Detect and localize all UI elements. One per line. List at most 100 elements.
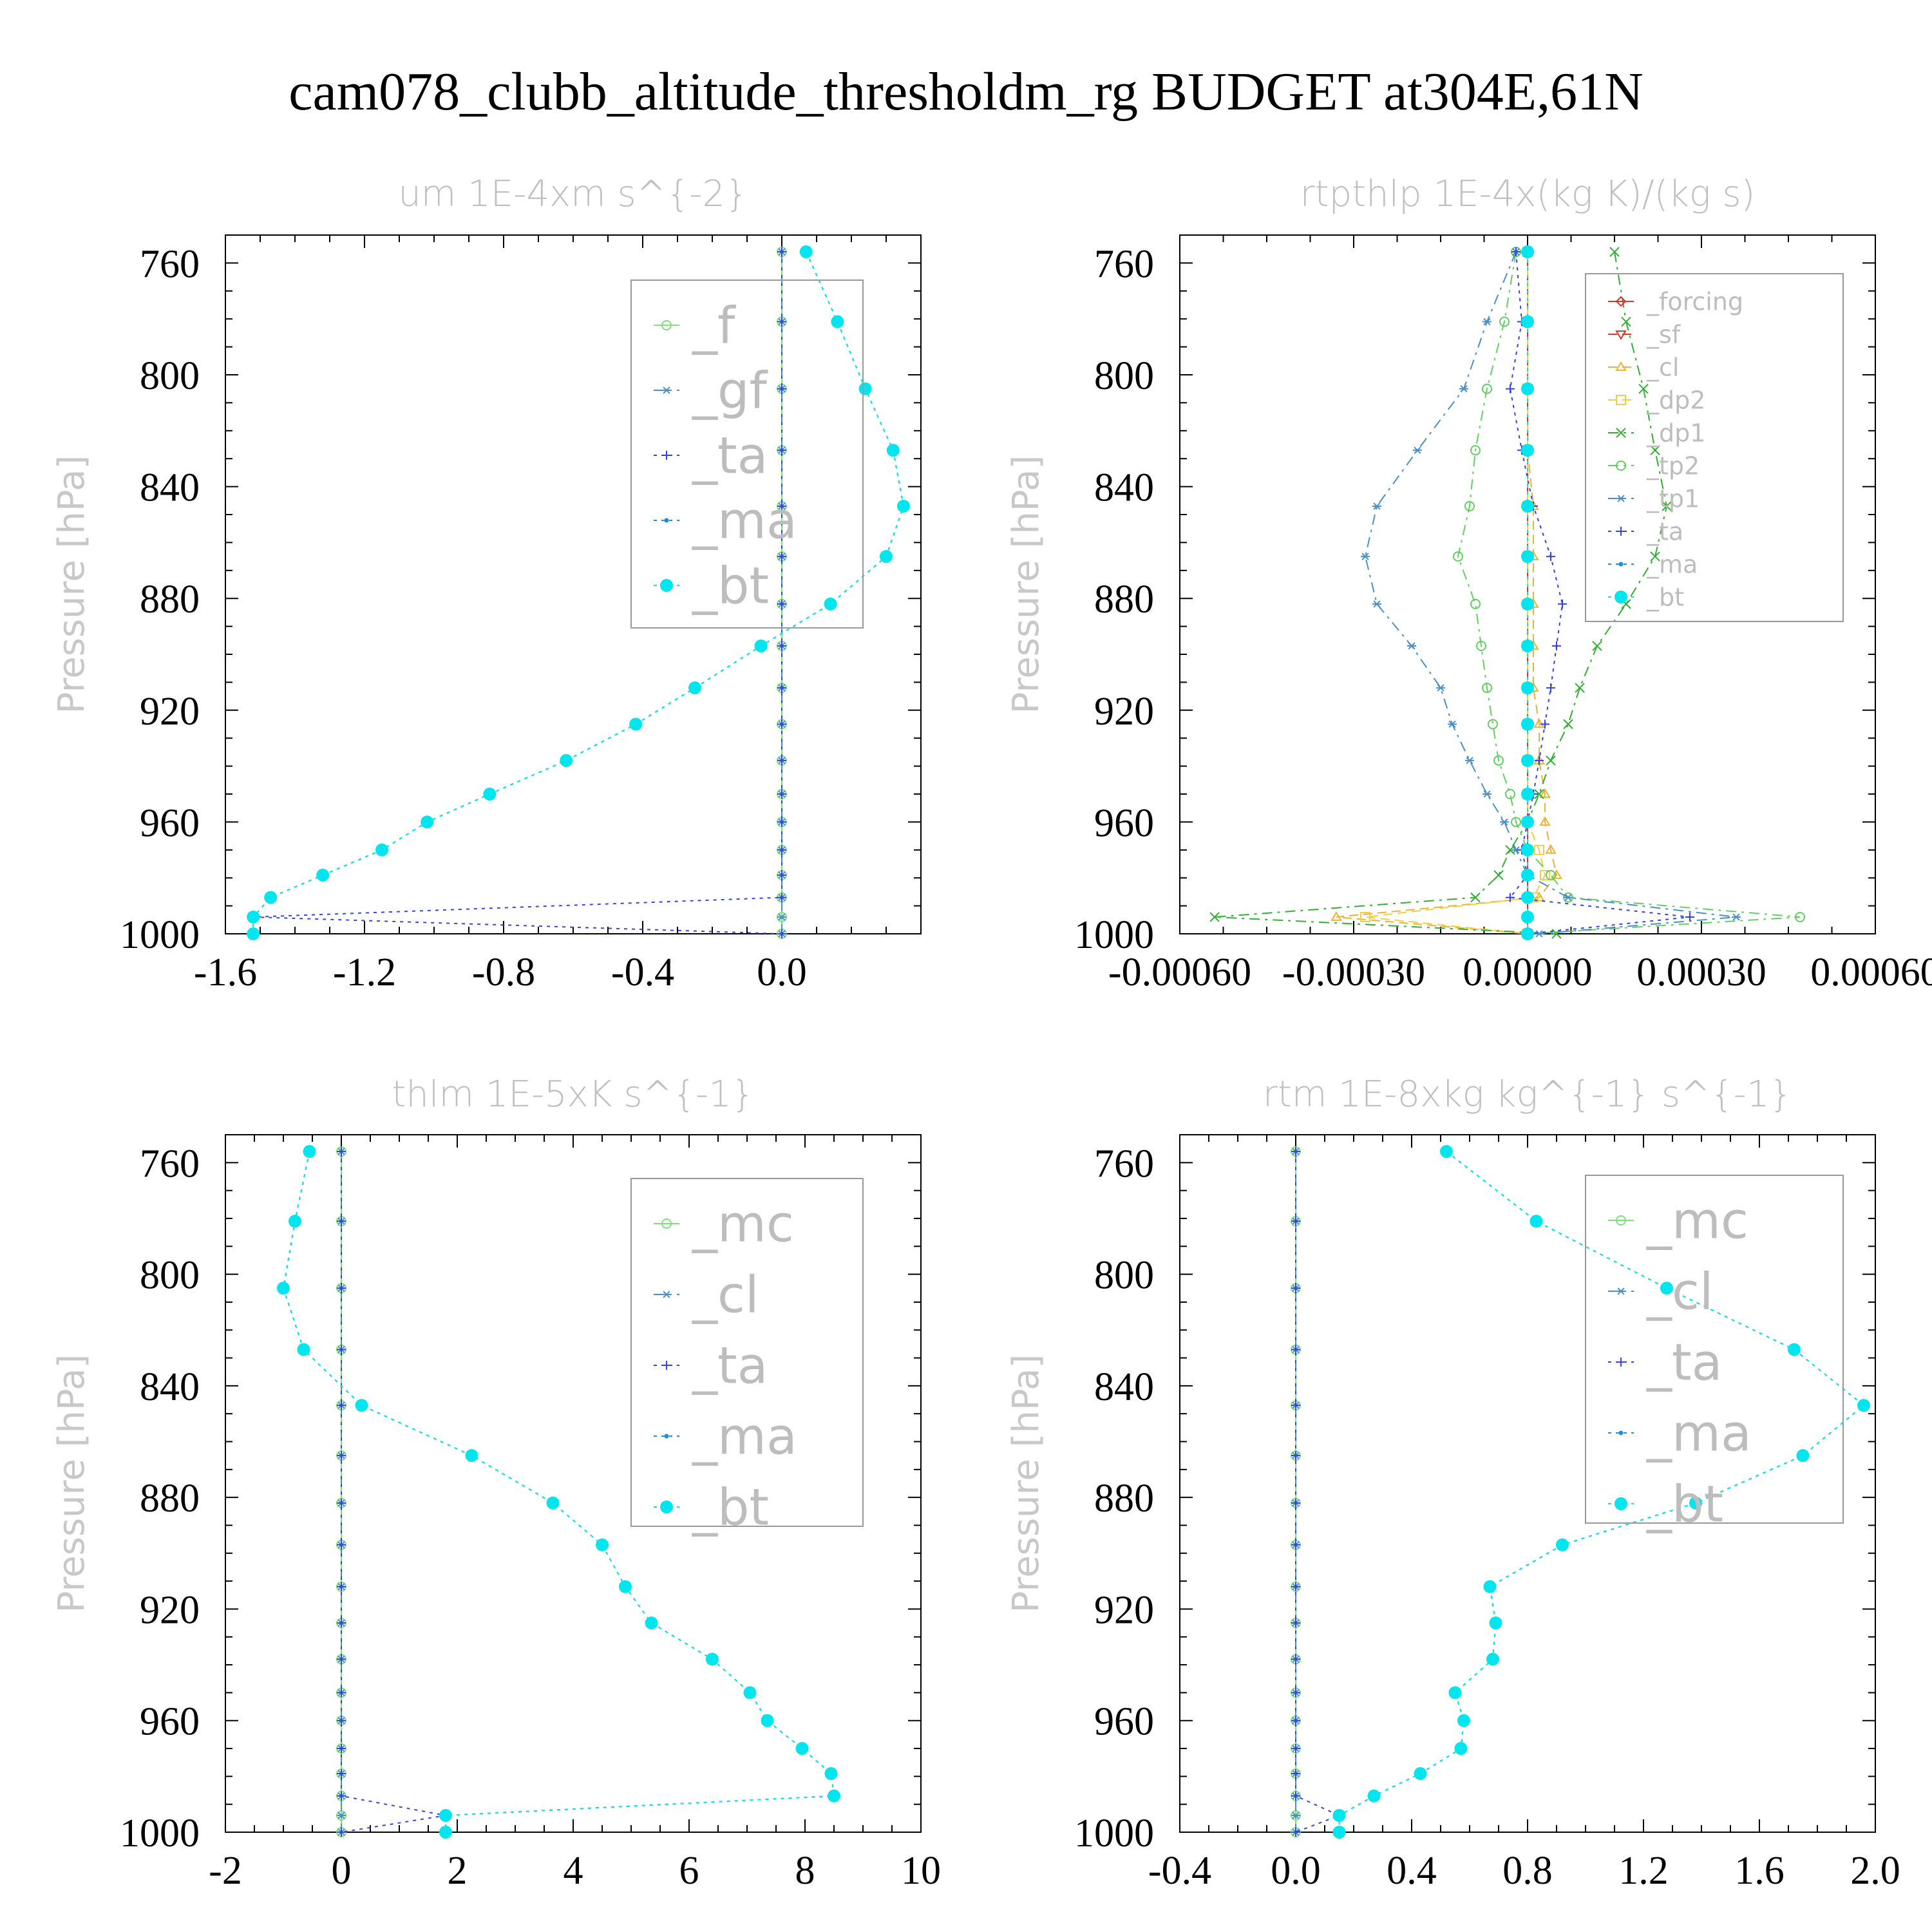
legend-entry: _mc [1646,1192,1748,1250]
data-point [1685,912,1694,922]
data-point [264,891,278,904]
y-tick-label: 880 [1094,578,1154,621]
y-tick-label: 920 [140,1588,200,1632]
data-point [297,1343,310,1356]
series-line [1338,1151,1865,1832]
data-point [1493,755,1504,766]
legend-swatch-marker [1616,428,1626,438]
data-point [1291,1283,1300,1293]
data-point [337,1812,346,1819]
panel-rtm: rtm 1E-8xkg kg^{-1} s^{-1} Pressure [hPa]… [1005,1074,1900,1893]
data-point [1486,1653,1499,1666]
x-tick-label: 0.4 [1387,1849,1437,1893]
data-point [1521,910,1534,923]
data-point [629,717,643,731]
data-point [375,843,388,857]
data-point [1534,844,1544,855]
legend-swatch-marker [662,451,671,460]
data-point [1660,1282,1673,1295]
data-point [1291,1654,1300,1664]
data-point [777,845,786,855]
data-point [777,913,786,921]
legend-box [1585,273,1844,622]
data-point [1209,912,1220,922]
panel-rtpthlp: rtpthlp 1E-4x(kg K)/(kg s) Pressure [hPa]… [1005,173,1932,994]
data-point [337,1769,346,1779]
data-point [777,552,786,562]
data-point [1506,893,1515,902]
panel-um: um 1E-4xm s^{-2} Pressure [hPa] -1.6 -1.2 -0… [51,173,922,994]
data-point [777,247,786,257]
legend-swatch-marker [662,386,671,394]
data-point [1470,892,1481,903]
data-point [1372,600,1381,608]
x-tick-label: 0.00000 [1463,951,1593,994]
x-tick-label: -1.6 [194,951,257,994]
y-tick-label: 920 [1094,1588,1154,1632]
legend-swatch-marker [1615,330,1627,340]
legend-entry: _ma [1646,550,1698,578]
series-ta [337,1146,450,1837]
data-point [337,1146,346,1156]
data-point [1291,1582,1300,1591]
legend-swatch-marker [1616,460,1626,471]
series-cl [1331,246,1562,938]
data-point [337,1582,346,1591]
series-tp2 [1453,247,1805,939]
data-point [1482,683,1492,694]
data-point [337,1828,346,1837]
data-point [1540,869,1550,880]
data-point [1493,870,1504,880]
legend-entry: _mc [692,1195,794,1253]
data-point [337,1744,346,1754]
series-line [341,1151,446,1833]
data-point [1459,385,1468,393]
data-point [831,315,844,328]
data-point [355,1399,368,1412]
series-line [252,251,905,934]
legend-entry: _ta [1646,517,1683,545]
data-point [337,1451,346,1461]
legend-swatch-marker [662,1291,671,1298]
legend-entry: _ma [692,1408,797,1466]
x-tick-label: -1.2 [333,951,396,994]
legend-box [1585,1175,1844,1524]
data-point [560,753,573,767]
y-tick-label: 800 [140,1254,200,1298]
data-point [1521,639,1534,652]
data-point [1413,446,1422,454]
data-point [439,1826,452,1839]
panel-title: thlm 1E-5xK s^{-1} [392,1074,754,1115]
data-point [1470,445,1481,456]
data-point [828,1789,840,1803]
series-bt [247,245,910,940]
legend-entry: _bt [1646,583,1684,611]
legend-swatch-marker [664,518,669,523]
data-point [886,444,900,457]
data-point [1521,868,1534,882]
data-point [337,1345,346,1354]
data-point [1448,1686,1462,1700]
data-point [1521,681,1534,695]
data-point [897,499,910,513]
y-tick-label: 960 [140,1700,200,1744]
data-point [858,382,872,395]
data-point [277,1282,290,1295]
data-point [1367,1789,1381,1803]
legend-swatch-marker [1616,1287,1625,1295]
data-point [1465,757,1474,764]
plot-frame [225,1134,922,1833]
data-point [754,639,768,652]
legend-swatch-marker [660,579,673,592]
data-point [1592,641,1602,651]
data-point [777,870,786,880]
data-point [1533,718,1545,728]
panel-title: rtm 1E-8xkg kg^{-1} s^{-1} [1263,1074,1792,1115]
legend-swatch-marker [1615,296,1627,307]
legend-swatch-marker [1618,562,1624,567]
data-point [1521,245,1534,259]
data-point [688,681,701,695]
data-point [1539,816,1551,826]
y-tick-label: 960 [1094,801,1154,845]
